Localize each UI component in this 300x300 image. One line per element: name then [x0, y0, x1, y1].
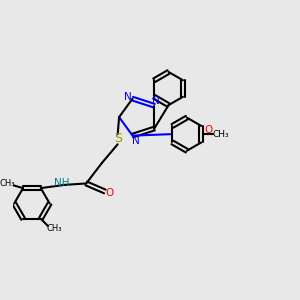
Text: CH₃: CH₃	[213, 130, 230, 139]
Text: S: S	[114, 132, 122, 145]
Text: O: O	[204, 125, 213, 135]
Text: N: N	[132, 136, 140, 146]
Text: N: N	[152, 96, 160, 106]
Text: CH₃: CH₃	[47, 224, 62, 233]
Text: NH: NH	[54, 178, 70, 188]
Text: O: O	[105, 188, 113, 198]
Text: CH₃: CH₃	[0, 179, 15, 188]
Text: N: N	[124, 92, 131, 102]
